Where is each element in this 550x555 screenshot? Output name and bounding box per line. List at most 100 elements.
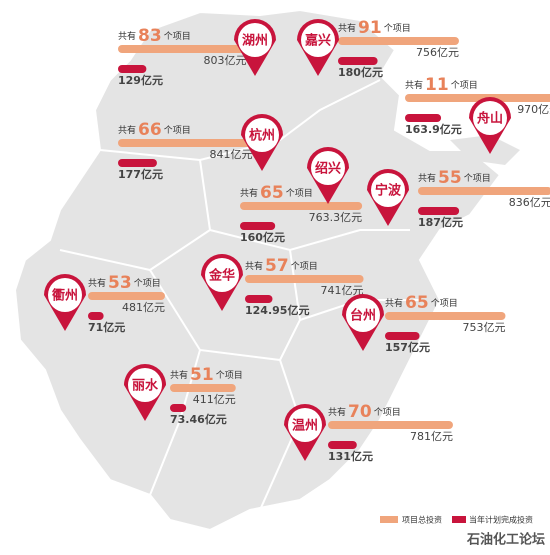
annual-label: 73.46亿元	[170, 412, 227, 426]
count-prefix: 共有	[118, 30, 136, 42]
city-group: 共有 70 个项目 781亿元 131亿元 温州	[284, 402, 453, 463]
count-suffix: 个项目	[134, 278, 161, 289]
pin-inner	[288, 408, 322, 442]
city-group: 共有 55 个项目 836亿元 187亿元 宁波	[367, 168, 550, 229]
total-bar	[240, 202, 363, 210]
total-label: 411亿元	[193, 393, 236, 406]
city-group: 共有 65 个项目 763.3亿元 160亿元 绍兴	[240, 146, 363, 244]
count-number: 83	[138, 26, 162, 46]
count-number: 65	[405, 293, 429, 313]
annual-bar	[240, 222, 276, 230]
pin-inner	[48, 278, 82, 312]
pin-inner	[346, 298, 380, 332]
legend-swatch-total	[380, 516, 398, 523]
count-suffix: 个项目	[216, 370, 243, 381]
annual-label: 131亿元	[328, 449, 373, 463]
pin-inner	[245, 118, 279, 152]
city-group: 共有 51 个项目 411亿元 73.46亿元 丽水	[124, 364, 243, 426]
count-prefix: 共有	[170, 369, 188, 381]
project-count: 共有 91 个项目	[338, 18, 411, 38]
count-number: 51	[190, 365, 214, 385]
count-number: 11	[425, 75, 449, 95]
project-count: 共有 57 个项目	[245, 256, 318, 276]
city-name: 台州	[350, 308, 376, 324]
project-count: 共有 55 个项目	[418, 168, 491, 188]
project-count: 共有 51 个项目	[170, 365, 243, 385]
total-bar	[170, 384, 236, 392]
project-count: 共有 70 个项目	[328, 402, 401, 422]
count-number: 53	[108, 273, 132, 293]
legend-label-total: 项目总投资	[402, 515, 442, 525]
total-label: 841亿元	[210, 148, 253, 161]
count-suffix: 个项目	[286, 188, 313, 199]
total-label: 970亿元	[517, 103, 550, 116]
total-label: 763.3亿元	[309, 211, 363, 224]
annual-label: 163.9亿元	[405, 122, 462, 136]
island	[450, 135, 520, 165]
count-prefix: 共有	[245, 260, 263, 272]
project-count: 共有 65 个项目	[385, 293, 458, 313]
city-group: 共有 83 个项目 803亿元 129亿元 湖州	[118, 19, 276, 87]
count-prefix: 共有	[338, 22, 356, 34]
annual-bar	[418, 207, 460, 215]
count-suffix: 个项目	[464, 173, 491, 184]
total-label: 781亿元	[410, 430, 453, 443]
total-bar	[245, 275, 364, 283]
count-prefix: 共有	[328, 406, 346, 418]
annual-bar	[245, 295, 273, 303]
pin-inner	[473, 101, 507, 135]
total-bar	[385, 312, 506, 320]
city-group: 共有 91 个项目 756亿元 180亿元 嘉兴	[297, 18, 459, 79]
city-name: 嘉兴	[304, 33, 331, 49]
annual-label: 187亿元	[418, 215, 463, 229]
count-number: 91	[358, 18, 382, 38]
project-count: 共有 53 个项目	[88, 273, 161, 293]
count-suffix: 个项目	[164, 125, 191, 136]
annual-label: 180亿元	[338, 65, 383, 79]
total-label: 741亿元	[321, 284, 364, 297]
total-label: 756亿元	[416, 46, 459, 59]
pin-inner	[301, 23, 335, 57]
city-name: 舟山	[477, 111, 503, 127]
count-number: 70	[348, 402, 372, 422]
city-name: 丽水	[132, 378, 159, 394]
count-suffix: 个项目	[451, 80, 478, 91]
total-bar	[418, 187, 550, 195]
project-count: 共有 11 个项目	[405, 75, 478, 95]
count-prefix: 共有	[385, 297, 403, 309]
total-bar	[338, 37, 459, 45]
total-label: 753亿元	[462, 321, 505, 334]
total-label: 481亿元	[122, 301, 165, 314]
count-number: 55	[438, 168, 462, 188]
pin-inner	[311, 151, 345, 185]
annual-bar	[118, 65, 147, 73]
total-bar	[88, 292, 165, 300]
legend: 项目总投资 当年计划完成投资	[380, 515, 533, 525]
count-number: 66	[138, 120, 162, 140]
total-bar	[118, 45, 247, 53]
watermark: 石油化工论坛	[466, 532, 545, 548]
annual-bar	[338, 57, 378, 65]
project-count: 共有 65 个项目	[240, 183, 313, 203]
count-suffix: 个项目	[384, 23, 411, 34]
project-count: 共有 83 个项目	[118, 26, 191, 46]
annual-bar	[118, 159, 157, 167]
pin-inner	[371, 173, 405, 207]
count-suffix: 个项目	[431, 298, 458, 309]
total-label: 836亿元	[509, 196, 550, 209]
count-prefix: 共有	[240, 187, 258, 199]
count-suffix: 个项目	[374, 407, 401, 418]
annual-label: 157亿元	[385, 340, 430, 354]
count-suffix: 个项目	[164, 31, 191, 42]
annual-label: 71亿元	[88, 320, 125, 334]
city-name: 绍兴	[315, 161, 341, 177]
annual-bar	[385, 332, 420, 340]
city-name: 衢州	[52, 288, 78, 304]
pin-inner	[128, 368, 162, 402]
count-suffix: 个项目	[291, 261, 318, 272]
total-label: 803亿元	[203, 54, 246, 67]
project-count: 共有 66 个项目	[118, 120, 191, 140]
city-name: 宁波	[375, 183, 402, 199]
